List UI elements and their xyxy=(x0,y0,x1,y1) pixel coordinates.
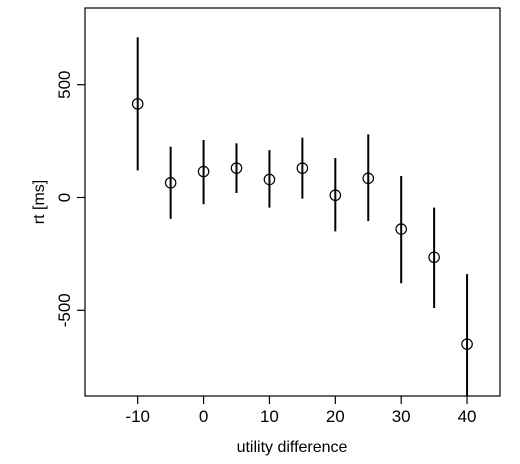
y-tick-label: -500 xyxy=(55,293,74,327)
y-axis-label: rt [ms] xyxy=(31,180,48,224)
data-point-marker xyxy=(428,251,440,264)
data-point-marker xyxy=(461,338,473,350)
data-point-marker xyxy=(395,223,407,235)
data-point-marker xyxy=(329,189,342,202)
plot-frame xyxy=(84,7,501,397)
data-point-marker xyxy=(296,162,309,174)
x-tick-label: -10 xyxy=(125,407,150,426)
data-point-marker xyxy=(362,172,375,185)
x-tick-label: 20 xyxy=(326,407,345,426)
data-point-marker xyxy=(230,162,243,174)
data-point-marker xyxy=(263,173,276,186)
data-point-marker xyxy=(131,98,144,110)
x-tick-label: 30 xyxy=(392,407,411,426)
y-tick-label: 0 xyxy=(55,193,74,202)
data-points xyxy=(131,37,473,396)
y-tick-label: 500 xyxy=(55,71,74,99)
x-axis: -10 0 10 20 30 40 xyxy=(125,396,477,426)
x-axis-label: utility difference xyxy=(237,439,348,456)
x-tick-label: 10 xyxy=(260,407,279,426)
x-tick-label: 0 xyxy=(199,407,208,426)
data-point-marker xyxy=(197,165,210,178)
x-tick-label: 40 xyxy=(458,407,477,426)
data-point-marker xyxy=(164,177,177,189)
y-axis: -500 0 500 xyxy=(55,71,85,327)
